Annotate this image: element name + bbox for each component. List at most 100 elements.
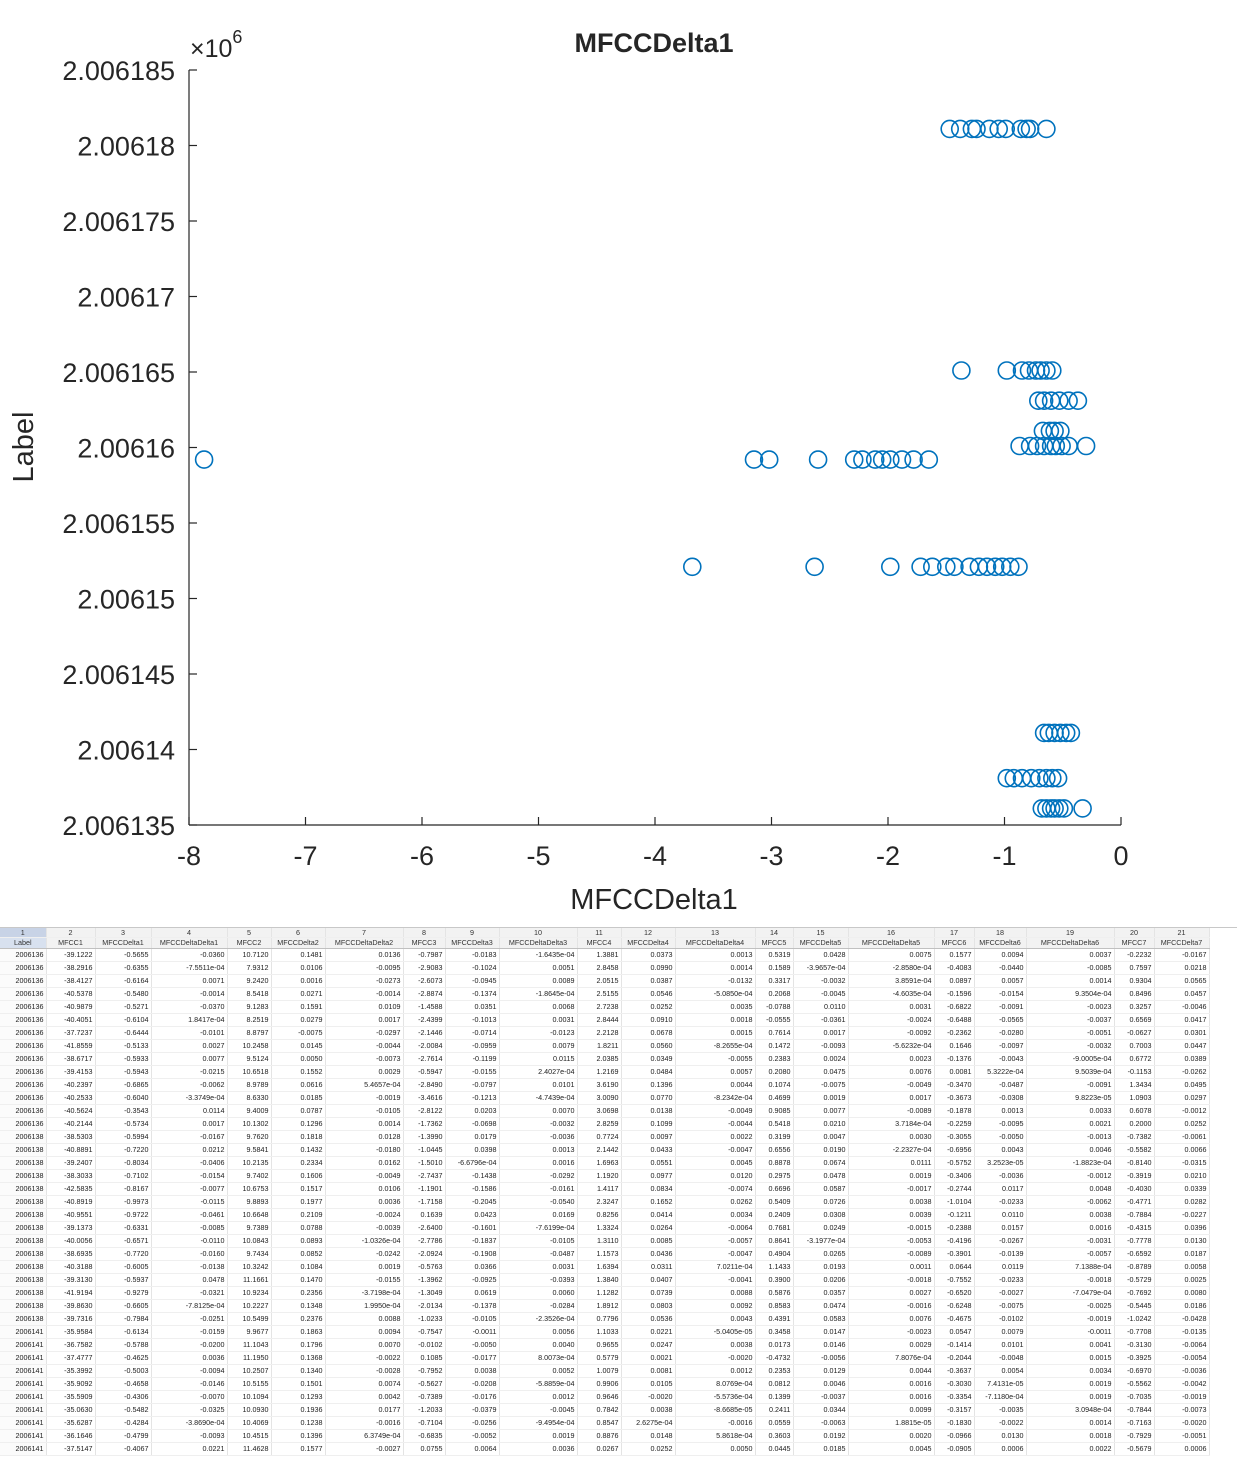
table-cell[interactable]: 7.8076e-04 [848, 1351, 935, 1365]
table-cell[interactable]: 0.1977 [271, 1195, 326, 1209]
table-cell[interactable]: 0.0019 [1026, 1377, 1115, 1391]
table-cell[interactable]: 0.0146 [793, 1338, 849, 1352]
table-cell[interactable]: 0.3900 [755, 1273, 794, 1287]
table-cell[interactable]: 0.0034 [1026, 1364, 1115, 1378]
table-cell[interactable]: 0.0029 [325, 1065, 404, 1079]
table-cell[interactable]: -0.0019 [325, 1091, 404, 1105]
table-cell[interactable]: -0.0905 [934, 1442, 975, 1456]
table-cell[interactable]: -0.0012 [1154, 1104, 1210, 1118]
table-cell[interactable]: -0.6520 [934, 1286, 975, 1300]
table-cell[interactable]: 0.0019 [325, 1260, 404, 1274]
table-cell[interactable]: -0.1596 [934, 987, 975, 1001]
table-cell[interactable]: -0.0032 [793, 974, 849, 988]
table-cell[interactable]: 1.1033 [577, 1325, 622, 1339]
table-cell[interactable]: -39.4153 [46, 1065, 96, 1079]
table-cell[interactable]: -0.6134 [95, 1325, 152, 1339]
table-cell[interactable]: -0.0227 [1154, 1208, 1210, 1222]
table-cell[interactable]: 10.2507 [227, 1364, 272, 1378]
table-cell[interactable]: -2.7614 [403, 1052, 446, 1066]
table-cell[interactable]: 9.7620 [227, 1130, 272, 1144]
table-cell[interactable]: 0.0308 [793, 1208, 849, 1222]
table-cell[interactable]: -0.6835 [403, 1429, 446, 1443]
table-cell[interactable]: 0.9906 [577, 1377, 622, 1391]
column-header[interactable]: MFCC2 [227, 937, 272, 949]
table-cell[interactable]: 0.0407 [621, 1273, 676, 1287]
table-cell[interactable]: 0.0046 [1026, 1143, 1115, 1157]
table-cell[interactable]: -0.4771 [1114, 1195, 1155, 1209]
table-cell[interactable]: 0.3603 [755, 1429, 794, 1443]
table-cell[interactable]: 0.0097 [621, 1130, 676, 1144]
table-cell[interactable]: -35.0630 [46, 1403, 96, 1417]
table-cell[interactable]: -0.7884 [1114, 1208, 1155, 1222]
table-cell[interactable]: -0.6104 [95, 1013, 152, 1027]
table-cell[interactable]: -0.0139 [974, 1247, 1027, 1261]
table-cell[interactable]: 11.1661 [227, 1273, 272, 1287]
table-cell[interactable]: 9.5124 [227, 1052, 272, 1066]
table-cell[interactable]: -0.3406 [934, 1169, 975, 1183]
table-cell[interactable]: 0.0203 [445, 1104, 500, 1118]
table-cell[interactable]: 0.5779 [577, 1351, 622, 1365]
table-cell[interactable]: 0.0674 [793, 1156, 849, 1170]
table-cell[interactable]: -0.1024 [445, 961, 500, 975]
table-cell[interactable]: 0.1501 [271, 1377, 326, 1391]
table-cell[interactable]: -0.5788 [95, 1338, 152, 1352]
table-cell[interactable]: -0.6331 [95, 1221, 152, 1235]
table-cell[interactable]: -0.0048 [974, 1351, 1027, 1365]
table-cell[interactable]: -35.5909 [46, 1390, 96, 1404]
table-cell[interactable]: 0.0770 [621, 1091, 676, 1105]
table-cell[interactable]: -0.0075 [793, 1078, 849, 1092]
table-cell[interactable]: 0.0019 [1026, 1390, 1115, 1404]
table-cell[interactable]: 0.0017 [325, 1013, 404, 1027]
table-cell[interactable]: 0.0148 [621, 1429, 676, 1443]
table-cell[interactable]: 0.7724 [577, 1130, 622, 1144]
table-cell[interactable]: 0.1074 [755, 1078, 794, 1092]
table-cell[interactable]: 0.7796 [577, 1312, 622, 1326]
table-cell[interactable]: -0.4196 [934, 1234, 975, 1248]
table-cell[interactable]: -2.2327e-04 [848, 1143, 935, 1157]
table-cell[interactable]: -0.1438 [445, 1169, 500, 1183]
table-cell[interactable]: -0.0036 [1154, 1364, 1210, 1378]
table-cell[interactable]: 0.0474 [793, 1299, 849, 1313]
table-cell[interactable]: 0.0252 [1154, 1117, 1210, 1131]
table-cell[interactable]: 0.0297 [1154, 1091, 1210, 1105]
table-cell[interactable]: -0.0049 [848, 1078, 935, 1092]
table-cell[interactable]: -0.0540 [499, 1195, 578, 1209]
table-cell[interactable]: -0.1213 [445, 1091, 500, 1105]
table-cell[interactable]: -0.0379 [445, 1403, 500, 1417]
table-cell[interactable]: 0.0036 [151, 1351, 228, 1365]
column-number[interactable]: 13 [675, 928, 756, 938]
table-cell[interactable]: -0.0023 [1026, 1000, 1115, 1014]
table-cell[interactable]: 0.0169 [499, 1208, 578, 1222]
table-cell[interactable]: -0.0161 [499, 1182, 578, 1196]
table-cell[interactable]: 2006138 [0, 1247, 47, 1261]
table-cell[interactable]: 0.0130 [1154, 1234, 1210, 1248]
table-cell[interactable]: 0.0016 [848, 1377, 935, 1391]
table-cell[interactable]: 0.0031 [499, 1260, 578, 1274]
table-cell[interactable]: 1.3110 [577, 1234, 622, 1248]
table-cell[interactable]: -1.3962 [403, 1273, 446, 1287]
table-cell[interactable]: 0.0387 [621, 974, 676, 988]
table-cell[interactable]: 0.0177 [325, 1403, 404, 1417]
table-cell[interactable]: -0.4658 [95, 1377, 152, 1391]
table-cell[interactable]: -0.5133 [95, 1039, 152, 1053]
table-cell[interactable]: -0.0035 [974, 1403, 1027, 1417]
table-cell[interactable]: -1.8823e-04 [1026, 1156, 1115, 1170]
table-cell[interactable]: 0.0129 [793, 1364, 849, 1378]
column-number[interactable]: 2 [46, 928, 96, 938]
table-cell[interactable]: 0.0016 [1026, 1221, 1115, 1235]
table-cell[interactable]: -0.5482 [95, 1403, 152, 1417]
table-cell[interactable]: 0.5319 [755, 948, 794, 962]
table-cell[interactable]: -38.4127 [46, 974, 96, 988]
table-cell[interactable]: -0.0280 [974, 1026, 1027, 1040]
table-cell[interactable]: -40.2533 [46, 1091, 96, 1105]
table-cell[interactable]: 0.0023 [848, 1052, 935, 1066]
table-cell[interactable]: 0.0081 [934, 1065, 975, 1079]
table-cell[interactable]: -0.1199 [445, 1052, 500, 1066]
column-header[interactable]: MFCCDelta3 [445, 937, 500, 949]
table-cell[interactable]: -0.0022 [974, 1416, 1027, 1430]
column-header[interactable]: MFCC5 [755, 937, 794, 949]
table-cell[interactable]: -5.8859e-04 [499, 1377, 578, 1391]
table-cell[interactable]: 0.0050 [271, 1052, 326, 1066]
table-cell[interactable]: 10.2135 [227, 1156, 272, 1170]
table-cell[interactable]: 0.2080 [755, 1065, 794, 1079]
